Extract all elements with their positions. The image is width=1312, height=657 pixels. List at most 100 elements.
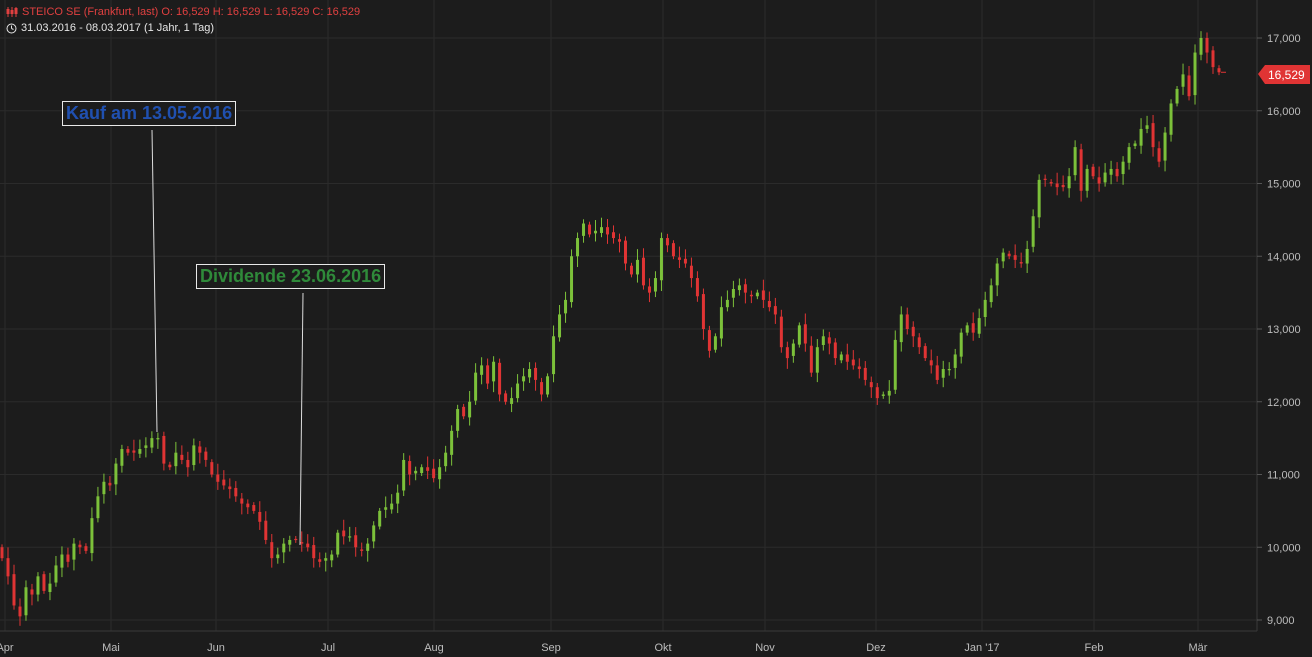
candle-body xyxy=(48,583,52,592)
candle-body xyxy=(294,538,298,541)
candle-body xyxy=(456,409,460,431)
candle-body xyxy=(953,354,957,368)
candle-body xyxy=(881,394,885,396)
candle-body xyxy=(683,258,687,264)
candle-body xyxy=(1139,128,1143,146)
candle-body xyxy=(641,257,645,286)
candle-body xyxy=(1013,255,1017,260)
candle-body xyxy=(312,545,316,559)
candle-body xyxy=(138,449,142,454)
candle-body xyxy=(1199,38,1203,55)
candle-body xyxy=(0,547,4,559)
candle-body xyxy=(1175,88,1179,104)
candle-body xyxy=(653,278,657,292)
candle-body xyxy=(743,284,747,293)
candle-body xyxy=(210,462,214,475)
candle-body xyxy=(222,479,226,486)
y-tick-label: 15,000 xyxy=(1267,179,1301,191)
candle-body xyxy=(498,362,502,395)
y-tick-label: 10,000 xyxy=(1267,542,1301,554)
x-axis: Apr Mai Jun Jul Aug Sep Okt Nov Dez Jan '17 Feb Mär xyxy=(0,642,1208,654)
candle-body xyxy=(600,227,604,233)
candle-body xyxy=(18,606,22,617)
candle-body xyxy=(767,300,771,308)
candle-body xyxy=(845,354,849,362)
candle-body xyxy=(731,288,735,298)
candle-body xyxy=(839,354,843,361)
annotation-purchase: Kauf am 13.05.2016 xyxy=(62,101,237,126)
candle-body xyxy=(971,323,975,333)
candle-body xyxy=(1025,248,1029,264)
candle-body xyxy=(815,347,819,373)
candle-body xyxy=(749,294,753,297)
candle-body xyxy=(162,435,166,464)
candle-body xyxy=(114,463,118,485)
candle-body xyxy=(677,257,681,260)
x-tick-label: Nov xyxy=(755,642,775,654)
candle-body xyxy=(1049,182,1053,184)
candle-body xyxy=(887,390,891,396)
candle-body xyxy=(336,532,340,555)
candle-body xyxy=(348,536,352,538)
x-tick-label: Jun xyxy=(207,642,225,654)
candle-body xyxy=(707,330,711,351)
candle-body xyxy=(258,511,262,522)
candle-body xyxy=(276,554,280,559)
candle-body xyxy=(737,285,741,291)
candle-body xyxy=(582,223,586,236)
candle-body xyxy=(1073,147,1077,176)
candle-body xyxy=(300,542,304,544)
candle-body xyxy=(899,314,903,343)
candle-body xyxy=(318,559,322,562)
candle-body xyxy=(1091,166,1095,177)
candle-body xyxy=(72,543,76,560)
candle-body xyxy=(462,406,466,417)
candle-body xyxy=(60,554,64,568)
candle-body xyxy=(564,299,568,314)
candle-body xyxy=(1061,184,1065,188)
candle-body xyxy=(1115,168,1119,177)
annotation-leader-line xyxy=(151,129,158,433)
candle-body xyxy=(869,382,873,388)
candle-body xyxy=(180,454,184,460)
candle-body xyxy=(755,292,759,297)
candle-body xyxy=(923,346,927,359)
range-text: 31.03.2016 - 08.03.2017 (1 Jahr, 1 Tag) xyxy=(21,22,215,34)
candle-body xyxy=(875,387,879,399)
candle-body xyxy=(408,461,412,475)
candle-body xyxy=(905,314,909,329)
candle-body xyxy=(1181,74,1185,87)
candle-body xyxy=(516,383,520,399)
candle-body xyxy=(486,365,490,384)
x-tick-label: Okt xyxy=(654,642,671,654)
candle-body xyxy=(84,546,88,551)
candle-body xyxy=(12,574,16,606)
candle-body xyxy=(1151,123,1155,148)
candle-body xyxy=(1043,178,1047,180)
candle-body xyxy=(1193,52,1197,96)
candle-body xyxy=(66,554,70,562)
candle-body xyxy=(797,325,801,345)
y-tick-label: 12,000 xyxy=(1267,397,1301,409)
candle-body xyxy=(360,549,364,551)
candle-body xyxy=(995,263,999,286)
candle-body xyxy=(216,474,220,482)
candle-body xyxy=(623,240,627,264)
candle-body xyxy=(36,576,40,595)
candle-body xyxy=(791,343,795,356)
candle-body xyxy=(132,450,136,453)
candle-body xyxy=(917,337,921,348)
candle-body xyxy=(1211,50,1215,68)
candle-body xyxy=(1103,172,1107,183)
candle-body xyxy=(833,342,837,359)
candle-body xyxy=(6,558,10,577)
price-badge-label: 16,529 xyxy=(1268,68,1305,82)
candle-body xyxy=(1085,168,1089,191)
candle-body xyxy=(576,238,580,257)
candle-body xyxy=(941,369,945,378)
candle-body xyxy=(617,239,621,242)
candle-body xyxy=(474,372,478,401)
x-tick-label: Aug xyxy=(424,642,444,654)
candle-body xyxy=(629,265,633,275)
candle-body xyxy=(659,238,663,281)
